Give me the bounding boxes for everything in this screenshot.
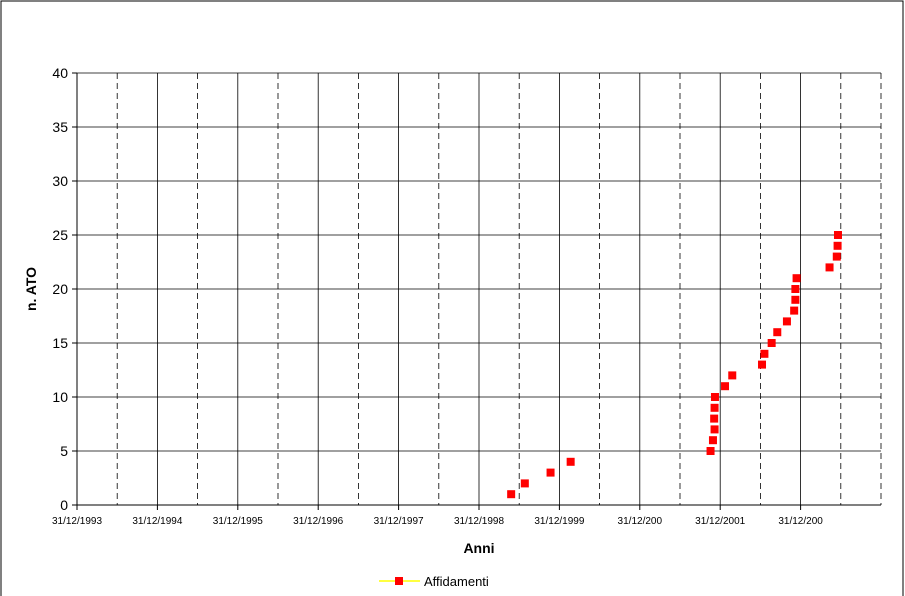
x-tick-label: 31/12/1995 bbox=[213, 516, 263, 527]
data-point bbox=[728, 371, 737, 380]
data-point bbox=[507, 490, 516, 499]
y-tick-label: 0 bbox=[60, 497, 68, 513]
y-tick-label: 40 bbox=[52, 65, 68, 81]
legend: Affidamenti bbox=[379, 574, 489, 589]
x-tick-label: 31/12/1996 bbox=[293, 516, 343, 527]
x-tick-label: 31/12/200 bbox=[618, 516, 663, 527]
data-point bbox=[710, 403, 719, 412]
y-tick-label: 10 bbox=[52, 389, 68, 405]
x-tick-label: 31/12/1994 bbox=[132, 516, 182, 527]
y-tick-label: 35 bbox=[52, 119, 68, 135]
data-points bbox=[507, 231, 842, 499]
data-point bbox=[825, 263, 834, 272]
data-point bbox=[832, 252, 841, 261]
data-point bbox=[758, 360, 767, 369]
x-tick-label: 31/12/2001 bbox=[695, 516, 745, 527]
data-point bbox=[792, 274, 801, 283]
data-point bbox=[546, 468, 555, 477]
data-point bbox=[706, 447, 715, 455]
data-point bbox=[791, 295, 800, 304]
data-point bbox=[710, 414, 719, 423]
data-point bbox=[773, 328, 782, 337]
data-point bbox=[782, 317, 791, 326]
data-point bbox=[710, 393, 719, 401]
x-tick-label: 31/12/1999 bbox=[534, 516, 584, 527]
data-point bbox=[790, 306, 799, 315]
legend-label: Affidamenti bbox=[424, 574, 489, 589]
data-point bbox=[520, 479, 529, 488]
y-tick-label: 20 bbox=[52, 281, 68, 297]
x-tick-label: 31/12/1997 bbox=[374, 516, 424, 527]
grid bbox=[77, 72, 882, 505]
y-tick-label: 5 bbox=[60, 443, 68, 459]
y-tick-labels: 0 5 10 15 20 25 30 35 40 bbox=[52, 65, 77, 513]
data-point bbox=[767, 339, 776, 347]
x-tick-labels: 31/12/1993 31/12/1994 31/12/1995 31/12/1996… bbox=[52, 505, 823, 527]
data-point bbox=[833, 231, 842, 239]
legend-marker bbox=[395, 577, 403, 585]
y-axis-label: n. ATO bbox=[23, 267, 39, 311]
data-point bbox=[791, 285, 800, 293]
data-point bbox=[708, 436, 717, 445]
data-point bbox=[566, 457, 575, 466]
y-tick-label: 25 bbox=[52, 227, 68, 243]
data-point bbox=[760, 349, 769, 358]
data-point bbox=[833, 241, 842, 250]
y-tick-label: 30 bbox=[52, 173, 68, 189]
x-tick-label: 31/12/200 bbox=[778, 516, 823, 527]
x-tick-label: 31/12/1998 bbox=[454, 516, 504, 527]
x-axis-label: Anni bbox=[463, 540, 494, 556]
x-tick-label: 31/12/1993 bbox=[52, 516, 102, 527]
y-tick-label: 15 bbox=[52, 335, 68, 351]
data-point bbox=[710, 425, 719, 434]
data-point bbox=[721, 382, 730, 391]
